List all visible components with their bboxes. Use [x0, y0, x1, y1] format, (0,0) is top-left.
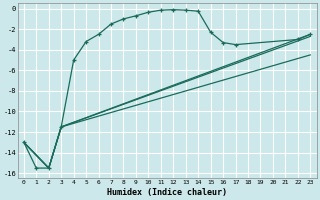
X-axis label: Humidex (Indice chaleur): Humidex (Indice chaleur)	[107, 188, 227, 197]
